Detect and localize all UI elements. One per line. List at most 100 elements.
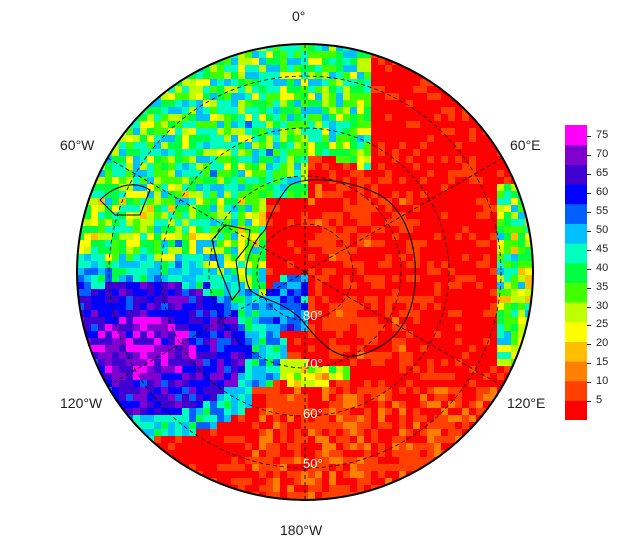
field-cell: [420, 373, 428, 381]
field-cell: [133, 205, 141, 213]
field-cell: [378, 226, 386, 234]
field-cell: [217, 415, 225, 423]
field-cell: [448, 450, 456, 458]
field-cell: [322, 289, 330, 297]
field-cell: [126, 247, 134, 255]
field-cell: [392, 268, 400, 276]
field-cell: [224, 387, 232, 395]
field-cell: [371, 331, 379, 339]
field-cell: [210, 247, 218, 255]
colorbar-tick-mark: [587, 174, 591, 176]
field-cell: [203, 373, 211, 381]
field-cell: [357, 422, 365, 430]
field-cell: [371, 268, 379, 276]
field-cell: [147, 366, 155, 374]
field-cell: [406, 184, 414, 192]
field-cell: [147, 359, 155, 367]
field-cell: [385, 387, 393, 395]
field-cell: [462, 310, 470, 318]
field-cell: [343, 93, 351, 101]
field-cell: [231, 436, 239, 444]
field-cell: [518, 219, 526, 227]
field-cell: [504, 233, 512, 241]
field-cell: [308, 233, 316, 241]
field-cell: [357, 240, 365, 248]
field-cell: [266, 170, 274, 178]
field-cell: [322, 429, 330, 437]
field-cell: [245, 359, 253, 367]
field-cell: [350, 394, 358, 402]
field-cell: [441, 261, 449, 269]
field-cell: [497, 380, 505, 388]
field-cell: [126, 198, 134, 206]
field-cell: [336, 212, 344, 220]
field-cell: [287, 373, 295, 381]
field-cell: [154, 128, 162, 136]
field-cell: [329, 492, 337, 500]
field-cell: [343, 303, 351, 311]
field-cell: [483, 261, 491, 269]
field-cell: [147, 254, 155, 262]
field-cell: [98, 303, 106, 311]
field-cell: [217, 373, 225, 381]
field-cell: [98, 331, 106, 339]
field-cell: [385, 478, 393, 486]
field-cell: [462, 394, 470, 402]
field-cell: [119, 135, 127, 143]
field-cell: [161, 149, 169, 157]
field-cell: [217, 79, 225, 87]
field-cell: [336, 86, 344, 94]
field-cell: [476, 331, 484, 339]
field-cell: [434, 408, 442, 416]
field-cell: [322, 394, 330, 402]
field-cell: [413, 233, 421, 241]
field-cell: [84, 205, 92, 213]
field-cell: [336, 499, 344, 500]
field-cell: [490, 128, 498, 136]
field-cell: [315, 478, 323, 486]
field-cell: [490, 226, 498, 234]
field-cell: [252, 212, 260, 220]
field-cell: [266, 198, 274, 206]
field-cell: [371, 289, 379, 297]
field-cell: [196, 352, 204, 360]
field-cell: [301, 450, 309, 458]
field-cell: [448, 149, 456, 157]
field-cell: [287, 149, 295, 157]
field-cell: [217, 429, 225, 437]
field-cell: [273, 408, 281, 416]
field-cell: [364, 366, 372, 374]
field-cell: [161, 415, 169, 423]
field-cell: [280, 401, 288, 409]
field-cell: [378, 212, 386, 220]
field-cell: [385, 373, 393, 381]
field-cell: [238, 338, 246, 346]
field-cell: [406, 478, 414, 486]
field-cell: [133, 170, 141, 178]
field-cell: [140, 240, 148, 248]
field-cell: [399, 86, 407, 94]
field-cell: [161, 401, 169, 409]
field-cell: [308, 121, 316, 129]
field-cell: [161, 100, 169, 108]
field-cell: [238, 177, 246, 185]
field-cell: [154, 156, 162, 164]
field-cell: [175, 464, 183, 472]
latitude-circle: [108, 75, 502, 469]
field-cell: [266, 499, 274, 500]
field-cell: [231, 184, 239, 192]
field-cell: [399, 338, 407, 346]
field-cell: [231, 366, 239, 374]
field-cell: [294, 261, 302, 269]
field-cell: [455, 317, 463, 325]
field-cell: [133, 310, 141, 318]
field-cell: [287, 100, 295, 108]
field-cell: [175, 142, 183, 150]
field-cell: [231, 121, 239, 129]
field-cell: [448, 352, 456, 360]
field-cell: [217, 345, 225, 353]
colorbar-segment: [565, 375, 587, 382]
field-cell: [140, 289, 148, 297]
field-cell: [413, 247, 421, 255]
field-cell: [399, 198, 407, 206]
